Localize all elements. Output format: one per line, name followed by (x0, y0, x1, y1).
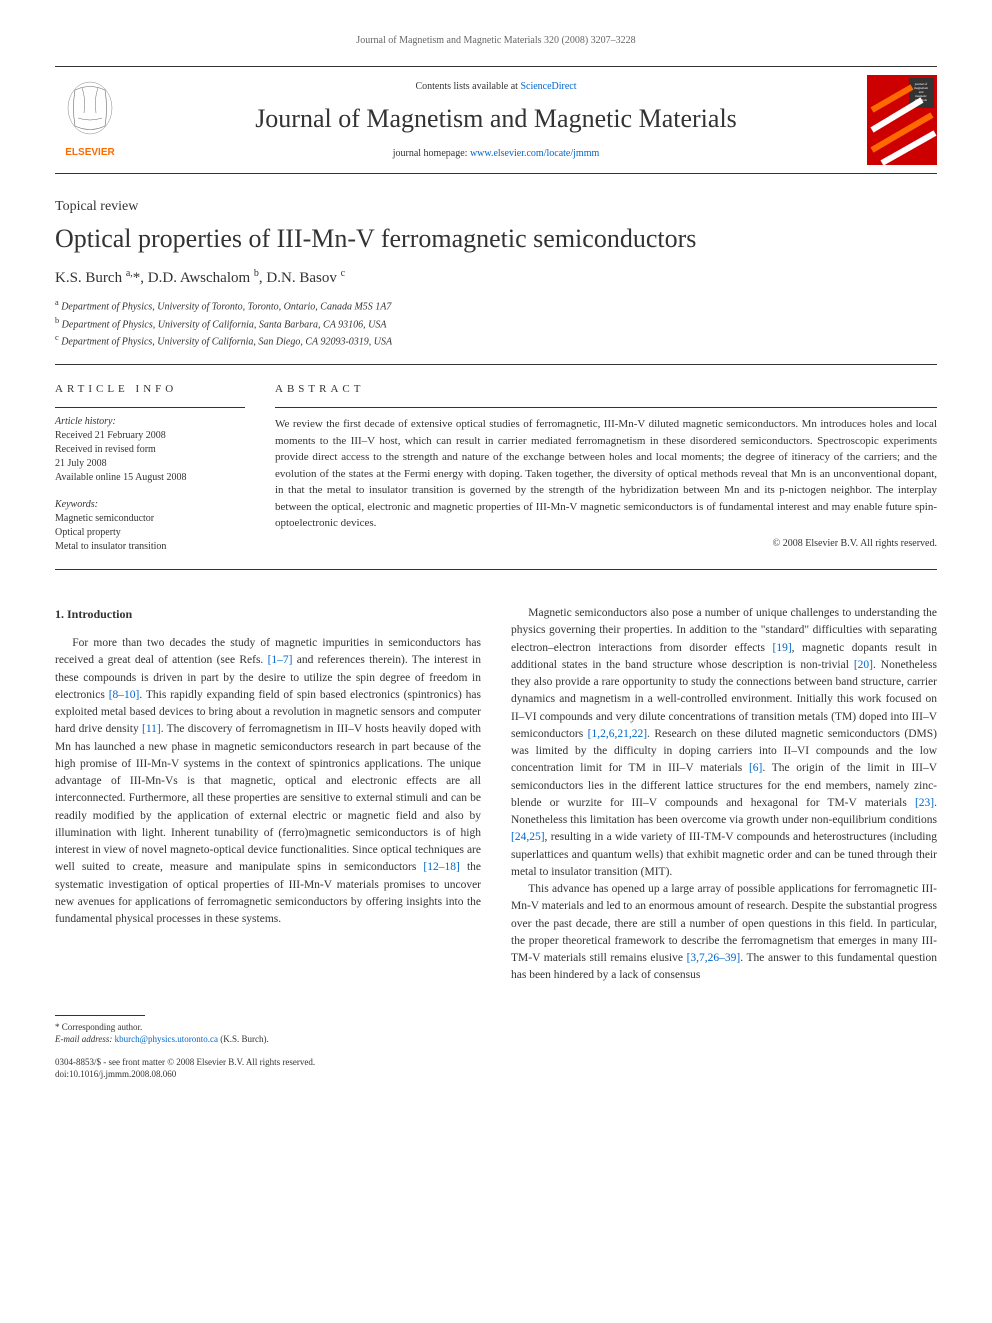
footer-left: 0304-8853/$ - see front matter © 2008 El… (55, 1056, 315, 1081)
front-matter: 0304-8853/$ - see front matter © 2008 El… (55, 1056, 315, 1069)
citation[interactable]: [8–10] (109, 689, 140, 701)
corresponding-author: * Corresponding author. (55, 1021, 937, 1034)
keywords-text: Magnetic semiconductorOptical propertyMe… (55, 512, 245, 554)
abstract-text: We review the first decade of extensive … (275, 416, 937, 532)
section-heading-intro: 1. Introduction (55, 605, 481, 623)
rule-info (55, 407, 245, 408)
abstract-copyright: © 2008 Elsevier B.V. All rights reserved… (275, 538, 937, 549)
journal-cover-thumb: journal of magnetism and magnetic materi… (867, 75, 937, 165)
homepage-link[interactable]: www.elsevier.com/locate/jmmm (470, 148, 599, 159)
rule-above-info (55, 364, 937, 365)
rule-below-abstract (55, 569, 937, 570)
body-columns: 1. Introduction For more than two decade… (55, 605, 937, 985)
contents-prefix: Contents lists available at (415, 81, 520, 92)
email-who: (K.S. Burch). (218, 1034, 269, 1044)
body-para-3: This advance has opened up a large array… (511, 881, 937, 985)
homepage-line: journal homepage: www.elsevier.com/locat… (140, 148, 852, 159)
journal-name: Journal of Magnetism and Magnetic Materi… (140, 104, 852, 134)
email-label: E-mail address: (55, 1034, 115, 1044)
article-title: Optical properties of III-Mn-V ferromagn… (55, 223, 937, 254)
sciencedirect-link[interactable]: ScienceDirect (520, 81, 576, 92)
email-line: E-mail address: kburch@physics.utoronto.… (55, 1033, 937, 1046)
history-text: Received 21 February 2008Received in rev… (55, 429, 245, 485)
citation[interactable]: [23] (915, 797, 934, 809)
body-col-right: Magnetic semiconductors also pose a numb… (511, 605, 937, 985)
elsevier-wordmark: ELSEVIER (65, 147, 115, 158)
body-para-1: For more than two decades the study of m… (55, 635, 481, 928)
article-info-header: ARTICLE INFO (55, 383, 245, 395)
doi: doi:10.1016/j.jmmm.2008.08.060 (55, 1068, 315, 1081)
homepage-prefix: journal homepage: (393, 148, 470, 159)
running-header: Journal of Magnetism and Magnetic Materi… (55, 35, 937, 46)
rule-under-banner (55, 173, 937, 174)
citation[interactable]: [6] (749, 762, 762, 774)
article-info-column: ARTICLE INFO Article history: Received 2… (55, 383, 245, 554)
footer-bottom: 0304-8853/$ - see front matter © 2008 El… (55, 1056, 937, 1081)
journal-banner: ELSEVIER Contents lists available at Sci… (55, 67, 937, 173)
email-link[interactable]: kburch@physics.utoronto.ca (115, 1034, 218, 1044)
article-type: Topical review (55, 199, 937, 215)
footer: * Corresponding author. E-mail address: … (55, 1015, 937, 1081)
body-para-2: Magnetic semiconductors also pose a numb… (511, 605, 937, 881)
citation[interactable]: [12–18] (423, 861, 459, 873)
citation[interactable]: [24,25] (511, 831, 545, 843)
rule-abstract (275, 407, 937, 408)
contents-line: Contents lists available at ScienceDirec… (140, 81, 852, 92)
abstract-header: ABSTRACT (275, 383, 937, 395)
citation[interactable]: [20] (854, 659, 873, 671)
citation[interactable]: [1,2,6,21,22] (588, 728, 647, 740)
banner-center: Contents lists available at ScienceDirec… (140, 81, 852, 159)
citation[interactable]: [19] (773, 642, 792, 654)
citation[interactable]: [3,7,26–39] (687, 952, 741, 964)
citation[interactable]: [1–7] (268, 654, 293, 666)
affiliations: a Department of Physics, University of T… (55, 297, 937, 349)
footer-rule (55, 1015, 145, 1016)
elsevier-logo: ELSEVIER (55, 80, 125, 160)
authors: K.S. Burch a,*, D.D. Awschalom b, D.N. B… (55, 268, 937, 287)
abstract-column: ABSTRACT We review the first decade of e… (275, 383, 937, 554)
history-label: Article history: (55, 416, 245, 427)
body-col-left: 1. Introduction For more than two decade… (55, 605, 481, 985)
keywords-label: Keywords: (55, 499, 245, 510)
citation[interactable]: [11] (142, 723, 161, 735)
